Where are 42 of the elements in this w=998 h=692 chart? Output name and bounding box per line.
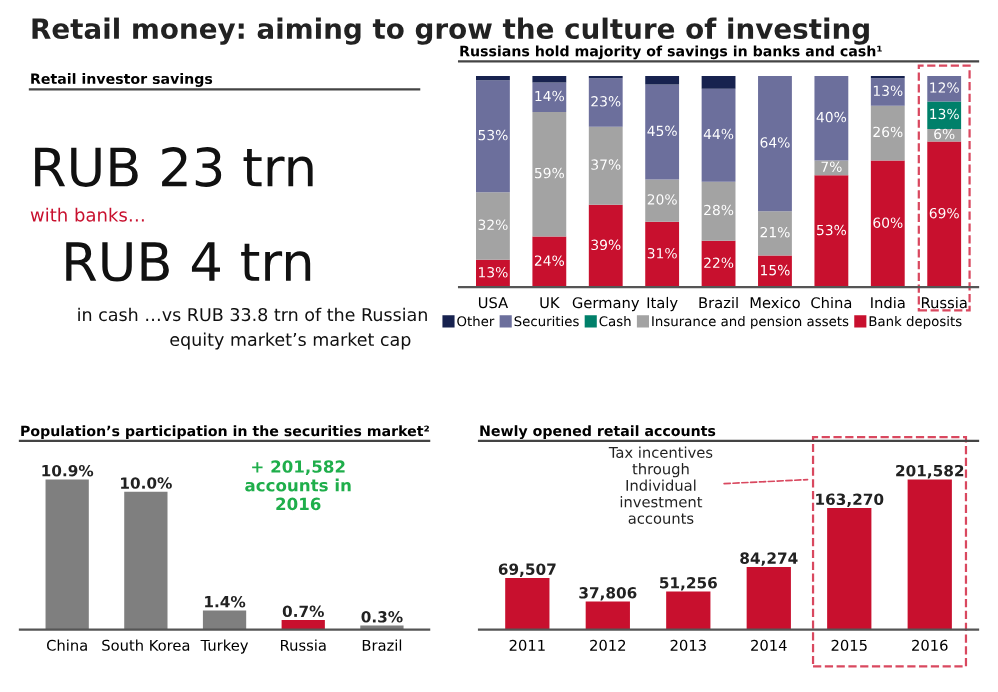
bar xyxy=(202,610,247,630)
bar xyxy=(701,88,736,182)
bar xyxy=(645,221,680,288)
text: with banks… xyxy=(30,207,144,222)
bar xyxy=(45,479,89,630)
text: RUB 23 trn xyxy=(35,147,313,187)
bar xyxy=(505,577,550,630)
bar xyxy=(645,84,680,180)
bar xyxy=(588,204,623,288)
text: Retail money: aiming to grow the culture of investing xyxy=(32,17,869,45)
text: equity market’s market cap xyxy=(170,332,411,350)
bar xyxy=(588,126,623,205)
bar xyxy=(758,76,792,212)
bar xyxy=(827,507,872,630)
bar xyxy=(907,479,952,630)
bar xyxy=(701,181,736,241)
bar xyxy=(588,78,623,127)
bar xyxy=(746,566,791,630)
bar xyxy=(645,179,680,222)
bar xyxy=(532,76,567,83)
text: RUB 4 trn xyxy=(66,242,311,282)
bar xyxy=(927,101,962,129)
bar xyxy=(870,160,905,288)
bar xyxy=(870,105,905,161)
bar xyxy=(281,620,325,630)
bar xyxy=(532,112,567,237)
bar xyxy=(476,80,510,193)
bar xyxy=(124,491,168,630)
bar xyxy=(645,76,680,85)
bar xyxy=(532,82,567,112)
bar xyxy=(532,236,567,288)
bar xyxy=(758,211,792,256)
bar xyxy=(927,141,962,288)
bar xyxy=(701,76,736,89)
bar xyxy=(814,175,849,288)
bar xyxy=(476,192,510,260)
bar xyxy=(666,591,711,630)
bar xyxy=(814,76,849,161)
text: in cash …vs RUB 33.8 trn of the Russian xyxy=(78,307,427,322)
bar xyxy=(585,601,630,630)
bar xyxy=(870,78,905,106)
annotation: + 201,582 accounts in 2016 xyxy=(245,460,351,511)
